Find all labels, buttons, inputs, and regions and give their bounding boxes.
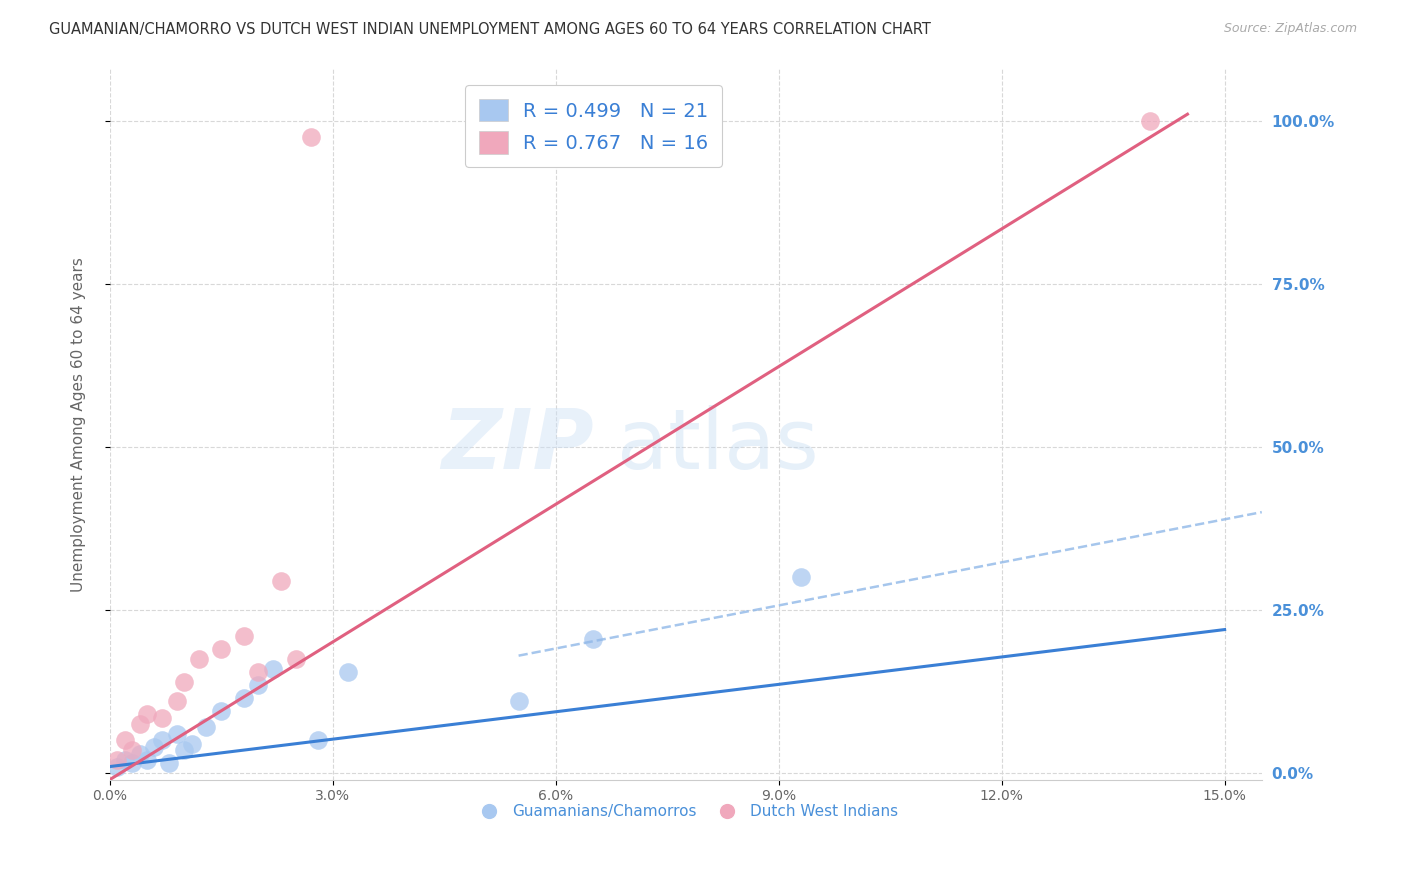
Text: Source: ZipAtlas.com: Source: ZipAtlas.com xyxy=(1223,22,1357,36)
Point xyxy=(166,694,188,708)
Point xyxy=(114,753,136,767)
Text: GUAMANIAN/CHAMORRO VS DUTCH WEST INDIAN UNEMPLOYMENT AMONG AGES 60 TO 64 YEARS C: GUAMANIAN/CHAMORRO VS DUTCH WEST INDIAN … xyxy=(49,22,931,37)
Point xyxy=(1139,113,1161,128)
Text: ZIP: ZIP xyxy=(441,405,593,486)
Point xyxy=(336,665,359,679)
Point xyxy=(105,759,128,773)
Point xyxy=(209,642,232,657)
Point xyxy=(128,717,150,731)
Point xyxy=(790,570,813,584)
Point xyxy=(150,711,173,725)
Point xyxy=(173,743,195,757)
Point xyxy=(180,737,202,751)
Point xyxy=(247,665,270,679)
Point xyxy=(195,720,218,734)
Point xyxy=(143,739,166,754)
Point xyxy=(262,662,284,676)
Point xyxy=(209,704,232,718)
Point xyxy=(284,652,307,666)
Text: atlas: atlas xyxy=(617,405,818,486)
Point xyxy=(121,756,143,771)
Point xyxy=(173,674,195,689)
Point xyxy=(157,756,180,771)
Point xyxy=(508,694,530,708)
Point xyxy=(299,130,322,145)
Legend: Guamanians/Chamorros, Dutch West Indians: Guamanians/Chamorros, Dutch West Indians xyxy=(468,798,904,825)
Point xyxy=(128,747,150,761)
Point xyxy=(307,733,329,747)
Point xyxy=(136,753,159,767)
Point xyxy=(270,574,292,588)
Point xyxy=(582,632,605,647)
Point xyxy=(114,733,136,747)
Point xyxy=(188,652,211,666)
Point xyxy=(105,753,128,767)
Y-axis label: Unemployment Among Ages 60 to 64 years: Unemployment Among Ages 60 to 64 years xyxy=(72,257,86,591)
Point xyxy=(136,707,159,722)
Point xyxy=(232,629,254,643)
Point xyxy=(232,691,254,706)
Point xyxy=(150,733,173,747)
Point xyxy=(166,727,188,741)
Point xyxy=(247,678,270,692)
Point xyxy=(121,743,143,757)
